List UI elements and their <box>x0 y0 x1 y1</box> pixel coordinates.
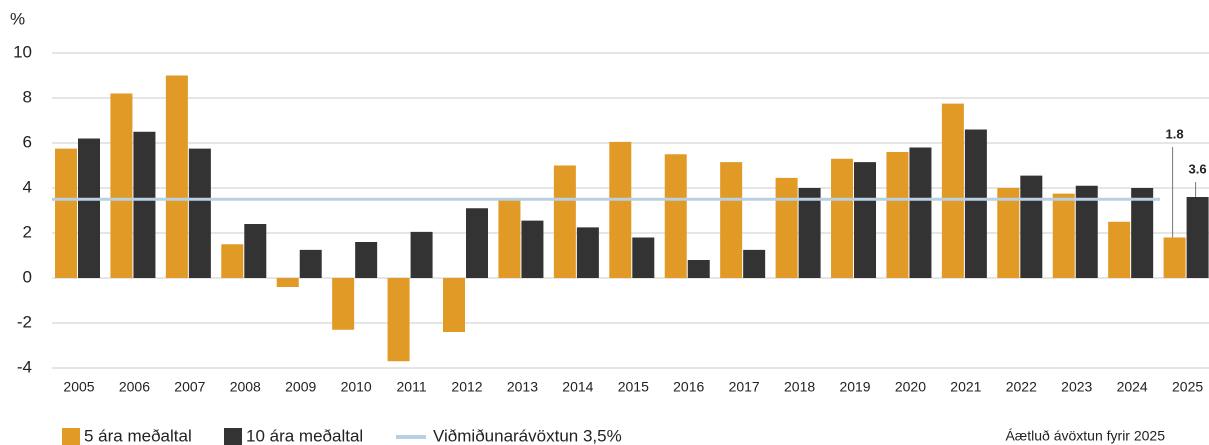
bar <box>1131 188 1154 278</box>
y-tick-label: 6 <box>23 132 32 151</box>
note: Áætluð ávöxtun fyrir 2025 <box>1005 428 1165 444</box>
bar <box>332 278 355 330</box>
bar <box>387 278 410 362</box>
bar <box>188 148 211 278</box>
y-tick-label: 4 <box>23 177 32 196</box>
bar <box>997 188 1020 278</box>
legend-label: 5 ára meðaltal <box>84 426 192 445</box>
bar <box>466 208 489 278</box>
bar <box>886 152 909 278</box>
x-tick-label: 2022 <box>1006 379 1037 395</box>
bar <box>609 141 632 278</box>
bar <box>720 162 743 278</box>
y-tick-label: 0 <box>23 267 32 286</box>
bar <box>1052 193 1075 278</box>
x-tick-label: 2015 <box>618 379 649 395</box>
bar <box>78 138 100 278</box>
legend-label: 10 ára meðaltal <box>246 426 363 445</box>
bar <box>498 199 521 278</box>
y-tick-label: -4 <box>17 357 32 376</box>
bar <box>410 231 433 278</box>
x-tick-label: 2024 <box>1117 379 1148 395</box>
bar <box>276 278 299 287</box>
bar <box>743 249 766 278</box>
x-tick-label: 2010 <box>341 379 372 395</box>
bar <box>775 177 798 278</box>
bar <box>521 220 544 278</box>
bar <box>55 148 77 278</box>
bar <box>165 75 188 278</box>
x-tick-label: 2017 <box>729 379 760 395</box>
x-tick-label: 2007 <box>174 379 205 395</box>
data-label: 3.6 <box>1189 161 1207 176</box>
bar <box>941 103 964 278</box>
y-tick-label: 2 <box>23 222 32 241</box>
bar <box>244 224 267 278</box>
x-tick-label: 2005 <box>63 379 94 395</box>
y-tick-label: -2 <box>17 312 32 331</box>
x-tick-label: 2019 <box>839 379 870 395</box>
x-tick-label: 2023 <box>1061 379 1092 395</box>
y-tick-label: 8 <box>23 87 32 106</box>
bar <box>355 242 378 278</box>
bar <box>443 278 466 332</box>
bar <box>1020 175 1043 278</box>
legend-swatch <box>62 428 80 445</box>
bar <box>1108 221 1131 278</box>
x-tick-label: 2011 <box>397 379 427 395</box>
bar <box>831 158 854 278</box>
bar <box>1075 185 1098 278</box>
bar <box>221 244 244 278</box>
bar <box>576 227 599 278</box>
bar <box>964 129 987 278</box>
x-tick-label: 2013 <box>507 379 538 395</box>
x-tick-label: 2012 <box>451 379 482 395</box>
data-label: 1.8 <box>1166 126 1184 141</box>
bar <box>133 131 156 278</box>
legend-swatch <box>224 428 242 445</box>
x-tick-label: 2018 <box>784 379 815 395</box>
x-tick-label: 2020 <box>895 379 926 395</box>
bar <box>110 93 133 278</box>
bar <box>1163 237 1186 278</box>
bar <box>687 260 710 278</box>
x-tick-label: 2014 <box>562 379 593 395</box>
legend-label: Viðmiðunarávöxtun 3,5% <box>433 426 622 445</box>
x-tick-label: 2025 <box>1172 379 1203 395</box>
bar <box>1186 197 1209 278</box>
bar <box>798 188 821 278</box>
x-tick-label: 2006 <box>119 379 150 395</box>
bar <box>909 147 932 278</box>
x-tick-label: 2021 <box>950 379 981 395</box>
bar <box>632 237 655 278</box>
bar <box>854 162 877 278</box>
bar <box>553 165 576 278</box>
x-tick-label: 2009 <box>285 379 316 395</box>
y-unit: % <box>10 9 25 28</box>
x-tick-label: 2016 <box>673 379 704 395</box>
bar <box>299 249 322 278</box>
bar <box>664 154 687 278</box>
y-tick-label: 10 <box>13 42 32 61</box>
x-tick-label: 2008 <box>230 379 261 395</box>
